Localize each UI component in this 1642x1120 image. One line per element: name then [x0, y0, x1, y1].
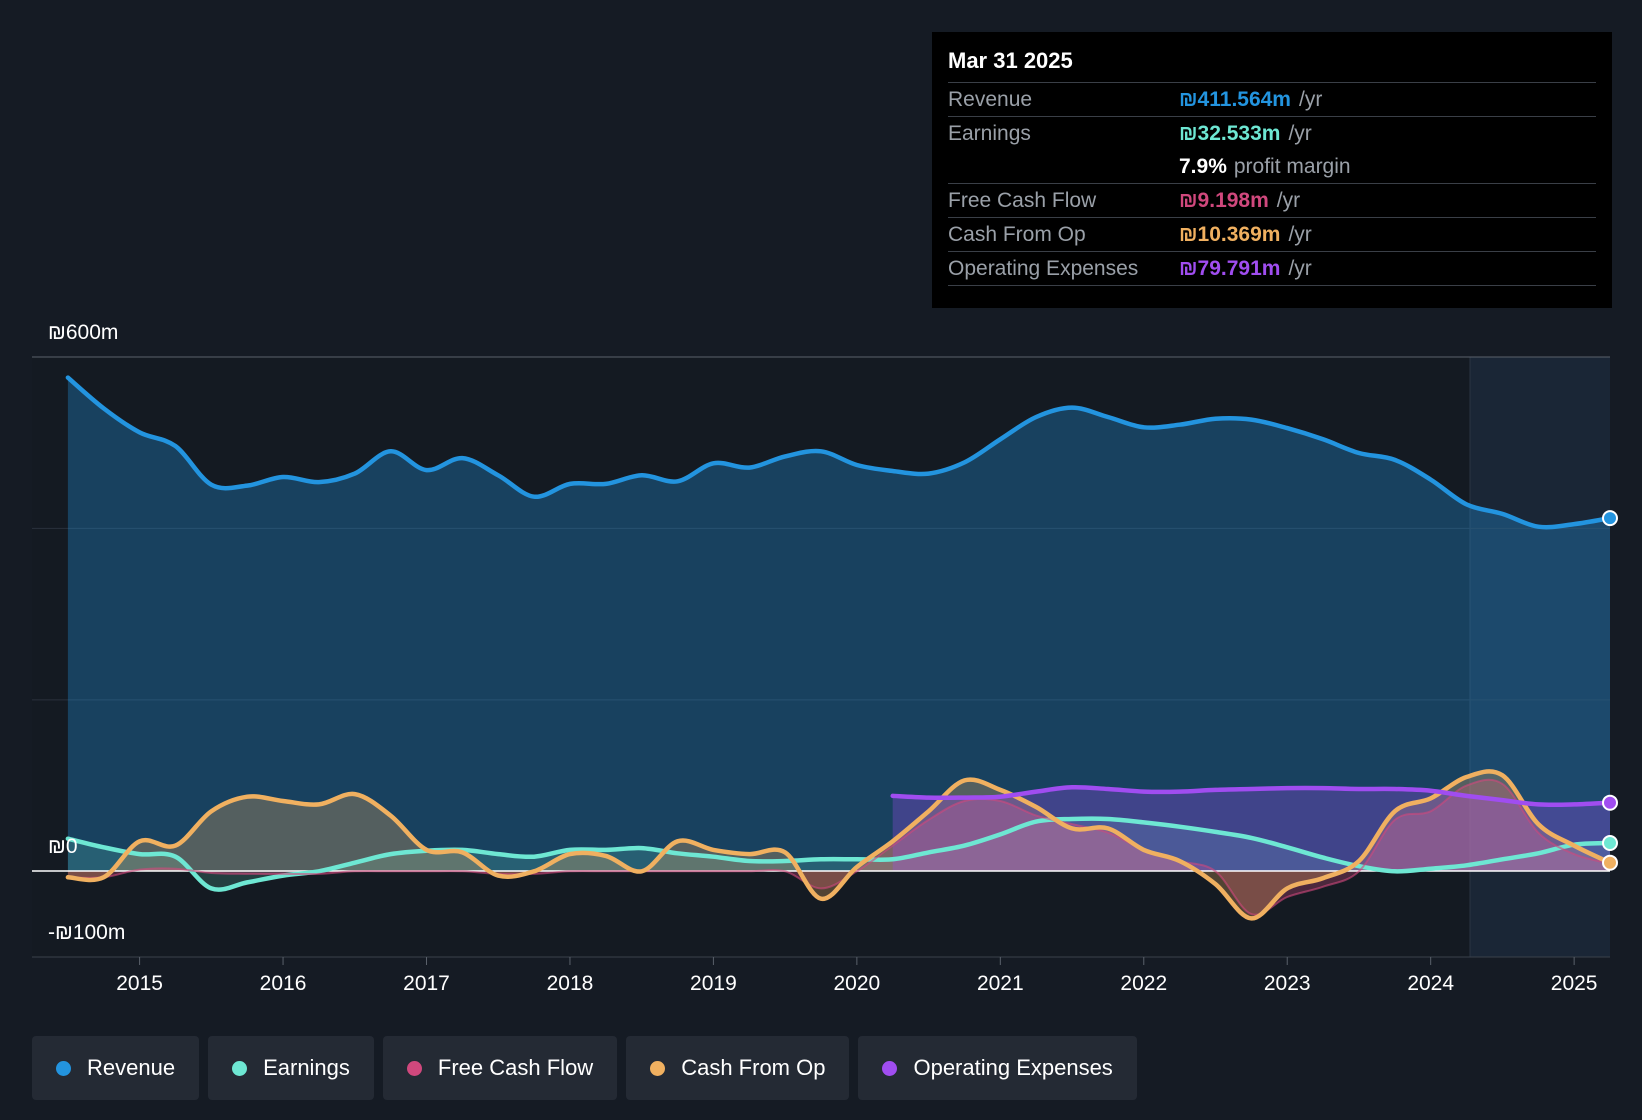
legend-item-cash-from-op[interactable]: Cash From Op [626, 1036, 850, 1100]
tooltip-panel: Mar 31 2025 Revenue ₪411.564m /yr Earnin… [932, 32, 1612, 308]
legend-item-free-cash-flow[interactable]: Free Cash Flow [382, 1036, 618, 1100]
legend-label: Revenue [87, 1055, 176, 1080]
cash-from-op-line [65, 769, 1610, 921]
x-tick-label: 2015 [116, 972, 163, 995]
x-tick-label: 2022 [1120, 972, 1167, 995]
revenue-end-dot [1602, 510, 1618, 527]
legend-label: Free Cash Flow [437, 1055, 594, 1080]
revenue-area [67, 377, 1610, 872]
tooltip-label: Revenue [948, 87, 1033, 111]
x-tick-label: 2020 [834, 972, 881, 995]
revenue-line [65, 375, 1610, 530]
tooltip-value: ₪79.791m [1179, 256, 1281, 280]
x-tick-label: 2025 [1551, 972, 1598, 995]
x-tick-label: 2017 [403, 972, 450, 995]
tooltip-value: ₪9.198m [1179, 188, 1269, 212]
tooltip-row-earnings: Earnings ₪32.533m /yr [948, 117, 1596, 150]
tooltip-label: Cash From Op [948, 222, 1086, 246]
x-tick-label: 2019 [690, 972, 737, 995]
x-tick-label: 2024 [1407, 972, 1454, 995]
tooltip-label: Earnings [948, 121, 1031, 145]
earnings-area [67, 818, 1610, 890]
tooltip-row-operating-expenses: Operating Expenses ₪79.791m /yr [948, 252, 1596, 286]
tooltip-value: ₪411.564m [1179, 87, 1291, 111]
forecast-region [1470, 357, 1610, 957]
legend: Revenue Earnings Free Cash Flow Cash Fro… [32, 1036, 1137, 1100]
legend-item-operating-expenses[interactable]: Operating Expenses [858, 1036, 1137, 1100]
legend-dot-icon [882, 1060, 898, 1076]
operating-expenses-line [890, 784, 1610, 808]
tooltip-value: 7.9% [1179, 154, 1227, 178]
tooltip-label: Operating Expenses [948, 256, 1139, 280]
legend-label: Operating Expenses [913, 1055, 1113, 1080]
tooltip-value: ₪32.533m [1179, 121, 1281, 145]
legend-dot-icon [56, 1060, 71, 1076]
legend-item-earnings[interactable]: Earnings [208, 1036, 374, 1100]
tooltip-unit: profit margin [1233, 154, 1351, 178]
legend-label: Earnings [263, 1055, 350, 1080]
tooltip-unit: /yr [1288, 256, 1312, 280]
y-axis-top-label: ₪600m [48, 321, 119, 344]
x-axis-ticks: 2015 2016 2017 2018 2019 2020 2021 2022 2023 2024… [116, 957, 1597, 995]
tooltip-row-revenue: Revenue ₪411.564m /yr [948, 83, 1596, 117]
tooltip-unit: /yr [1288, 222, 1312, 246]
gridlines [32, 356, 1610, 958]
operating-expenses-end-dot [1602, 794, 1618, 811]
series-lines [65, 375, 1610, 921]
x-tick-label: 2018 [547, 972, 594, 995]
tooltip-unit: /yr [1276, 188, 1301, 212]
tooltip-row-profit-margin: 7.9% profit margin [948, 150, 1596, 184]
earnings-end-dot [1602, 835, 1618, 851]
x-tick-label: 2021 [977, 972, 1024, 995]
cash-from-op-end-dot [1602, 854, 1618, 871]
operating-expenses-area [892, 787, 1610, 872]
tooltip-date: Mar 31 2025 [948, 46, 1596, 83]
legend-label: Cash From Op [681, 1055, 826, 1080]
tooltip-unit: /yr [1288, 121, 1312, 145]
plot-background [32, 357, 1610, 957]
legend-dot-icon [406, 1060, 422, 1076]
tooltip-value: ₪10.369m [1179, 222, 1281, 246]
x-tick-label: 2023 [1264, 972, 1311, 995]
tooltip-row-free-cash-flow: Free Cash Flow ₪9.198m /yr [948, 184, 1596, 218]
legend-dot-icon [232, 1060, 248, 1076]
legend-dot-icon [650, 1060, 666, 1076]
series-end-dots [1602, 510, 1618, 871]
y-axis-zero-label: ₪0 [48, 835, 78, 858]
tooltip-label: Free Cash Flow [948, 188, 1097, 212]
y-axis-bottom-label: -₪100m [48, 921, 126, 944]
tooltip-unit: /yr [1298, 87, 1323, 111]
x-tick-label: 2016 [260, 972, 307, 995]
legend-item-revenue[interactable]: Revenue [32, 1036, 200, 1100]
tooltip-row-cash-from-op: Cash From Op ₪10.369m /yr [948, 218, 1596, 252]
